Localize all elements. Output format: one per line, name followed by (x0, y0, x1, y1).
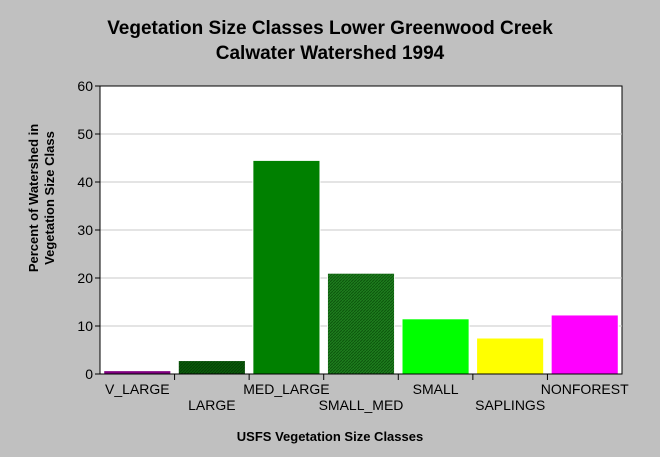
bar-v-large (103, 370, 172, 375)
bar-small-med (326, 272, 396, 375)
y-tick-label: 60 (77, 78, 93, 94)
y-tick-label: 0 (85, 366, 93, 382)
bars (103, 159, 619, 375)
y-tick-label: 30 (77, 222, 93, 238)
y-tick-label: 40 (77, 174, 93, 190)
chart-title: Vegetation Size Classes Lower Greenwood … (107, 18, 553, 39)
y-axis-title-line-2: Vegetation Size Class (42, 131, 57, 265)
y-ticks: 0 10 20 30 40 50 60 (77, 78, 100, 382)
chart-subtitle: Calwater Watershed 1994 (216, 43, 445, 64)
x-axis-title: USFS Vegetation Size Classes (237, 429, 423, 444)
bar-med-large (252, 159, 321, 375)
y-tick-label: 10 (77, 318, 93, 334)
x-tick-label: LARGE (188, 397, 235, 413)
bar-saplings (476, 337, 545, 375)
bar-nonforest (550, 314, 619, 375)
y-tick-label: 20 (77, 270, 93, 286)
x-tick-label: SMALL_MED (319, 397, 404, 413)
bar-large (177, 360, 246, 375)
y-axis-title-line-1: Percent of Watershed in (26, 124, 41, 272)
x-tick-label: SAPLINGS (475, 397, 545, 413)
x-tick-label: V_LARGE (105, 381, 170, 397)
x-tick-label: MED_LARGE (243, 381, 329, 397)
y-tick-label: 50 (77, 126, 93, 142)
bar-small (401, 318, 470, 375)
x-tick-label: SMALL (413, 381, 459, 397)
x-tick-label: NONFOREST (541, 381, 629, 397)
y-axis-title: Percent of Watershed in Vegetation Size … (26, 124, 57, 272)
